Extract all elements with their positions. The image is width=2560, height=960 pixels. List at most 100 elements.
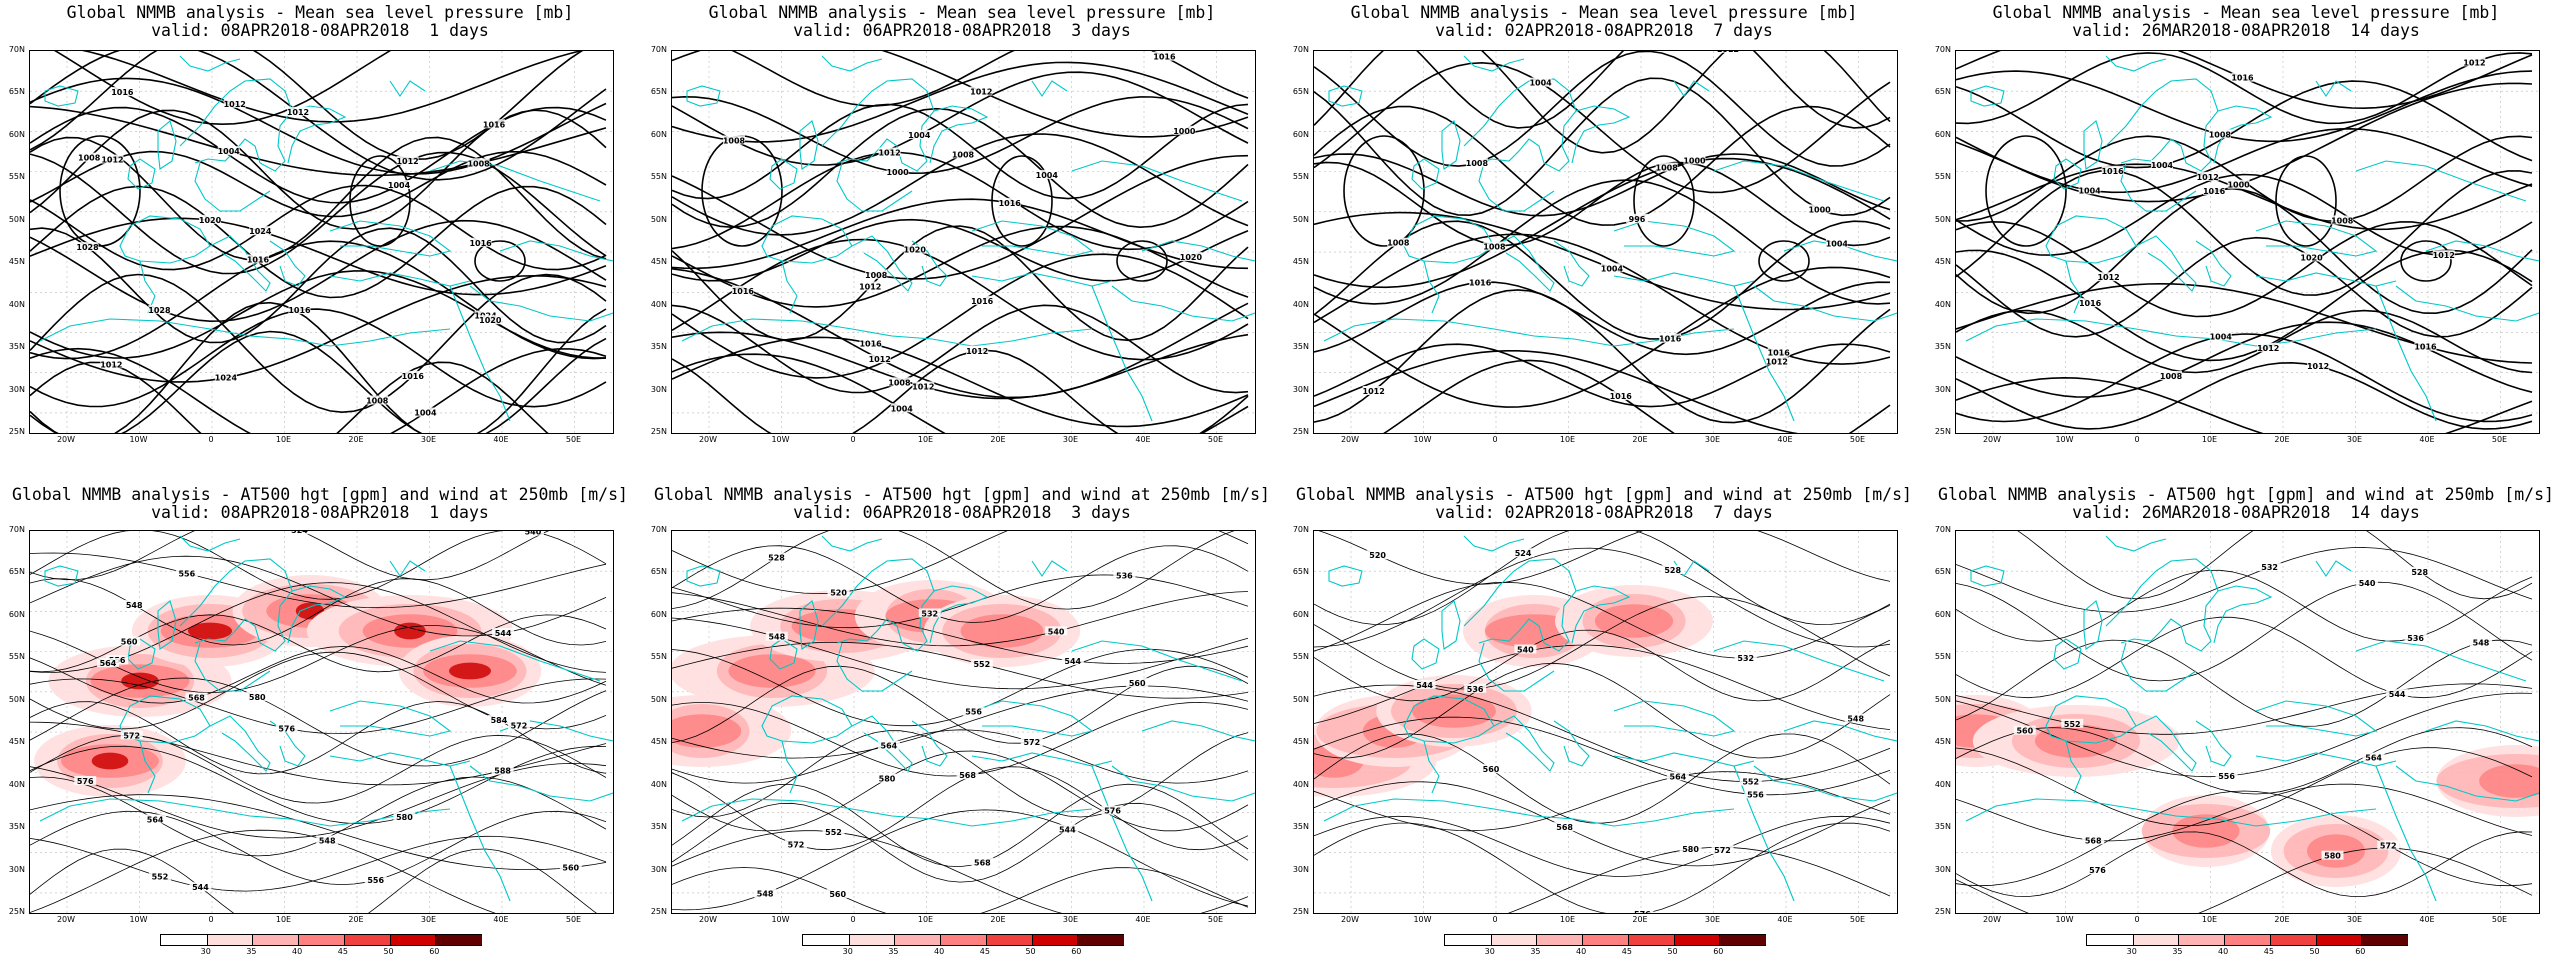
colorbar-swatch [848,935,896,945]
panel-valid-period: valid: 08APR2018-08APR2018 1 days [151,21,489,40]
longitude-tick-label: 30E [2346,915,2363,924]
contour-label: 1016 [1153,53,1176,62]
map-canvas: 520 524 528 532 536 540 544 548 552 556 560 564 568 5… [1314,531,1897,913]
latitude-tick-label: 70N [8,525,25,534]
latitude-tick-label: 55N [8,172,25,182]
contour-label: 1016 [247,256,270,265]
colorbar-swatch [161,935,207,945]
contour-label: 564 [2365,754,2382,763]
latitude-tick-label: 45N [1934,737,1951,747]
colorbar-swatch [2269,935,2317,945]
contour-label: 1024 [215,374,238,383]
contour-label: 536 [1467,685,1484,694]
contour-label: 568 [1556,823,1573,832]
contour-label: 572 [2380,841,2397,850]
colorbar-swatch [1719,935,1766,945]
colorbar-swatch [940,935,987,945]
map-canvas: 5245405565445485565605645685725765805845… [30,531,613,913]
longitude-tick-label: 20E [348,435,364,444]
contour-label: 552 [825,828,842,837]
latitude-tick-label: 25N [650,427,667,436]
coastlines [1323,535,1897,902]
longitude-tick-label: 20E [990,435,1006,444]
colorbar-swatch [298,935,345,945]
contour-label: 1020 [904,246,927,255]
latitude-tick-label: 45N [8,257,25,267]
longitude-tick-label: 10E [275,915,292,924]
colorbar-tick-label: 60 [1713,947,1724,956]
contour-label: 532 [2261,563,2278,572]
contour-label: 564 [147,815,164,824]
contour-label: 1028 [148,306,171,315]
longitude-tick-label: 50E [1207,435,1224,444]
contour-label: 1012 [1717,51,1739,54]
contour-label: 548 [126,601,143,610]
contour-label: 552 [973,660,990,669]
longitude-tick-label: 40E [2419,435,2435,444]
colorbar-tick-label: 50 [1667,947,1678,956]
contour-label: 1016 [2231,74,2254,83]
contour-label: 1020 [199,216,222,225]
panel-valid-period: valid: 02APR2018-08APR2018 7 days [1435,503,1773,522]
contours [1956,531,2533,913]
contour-label: 1004 [414,409,437,418]
longitude-tick-label: 20E [1632,435,1648,444]
colorbar-tick-label: 60 [1071,947,1082,956]
longitude-tick-label: 20W [1340,435,1360,444]
contour-label: 548 [319,836,336,845]
contour-label: 548 [1847,715,1864,724]
longitude-tick-label: 10W [2055,435,2074,444]
longitude-tick-label: 20E [1632,915,1648,924]
contour-label: 560 [2016,727,2033,736]
contour-label: 528 [768,554,785,563]
contour-label: 1012 [970,88,992,97]
latitude-tick-label: 55N [650,652,667,662]
latitude-tick-label: 70N [650,525,667,534]
wind-colorbar [160,934,482,946]
latitude-tick-label: 35N [650,342,667,352]
contour-label: 560 [562,863,579,872]
latitude-tick-label: 30N [8,384,25,394]
latitude-tick-label: 45N [650,257,667,267]
wind-colorbar [1444,934,1766,946]
longitude-tick-label: 0 [850,915,856,924]
longitude-tick-label: 50E [565,915,582,924]
longitude-tick-label: 10E [1559,435,1576,444]
contour-label: 1012 [100,360,122,369]
contour-label: 1016 [732,287,755,296]
panel-title: Global NMMB analysis - Mean sea level pr… [1350,3,1858,22]
contour-label: 544 [1064,657,1081,666]
latitude-tick-label: 35N [1292,342,1309,352]
colorbar-swatch [803,935,849,945]
contour-label: 1016 [2079,299,2102,308]
map-plot: 1016 1012 1008 1004 1000 1000 1004 1008 1012 1008… [671,50,1256,434]
longitude-tick-label: 50E [1849,435,1866,444]
panel-title: Global NMMB analysis - AT500 hgt [gpm] a… [1938,485,2554,504]
latitude-tick-label: 35N [1934,342,1951,352]
longitude-tick-label: 50E [1849,915,1866,924]
latitude-tick-label: 65N [1934,567,1951,577]
contour-labels: 1016101210081004100010001004100810121008… [723,51,1203,413]
longitude-tick-label: 40E [1135,915,1151,924]
latitude-tick-label: 30N [8,864,25,874]
latitude-tick-label: 25N [8,427,25,436]
colorbar-swatch [1627,935,1675,945]
contour-label: 528 [1664,566,1681,575]
contour-label: 1008 [467,159,490,168]
contour-label: 576 [1634,910,1651,913]
contour-label: 564 [100,659,117,668]
contour-label: 1020 [479,316,502,325]
contour-label: 548 [768,633,785,642]
contour-label: 1012 [912,383,934,392]
longitude-tick-label: 40E [1777,915,1793,924]
latitude-tick-label: 50N [1934,214,1951,224]
contour-label: 1004 [1601,264,1624,273]
contour-label: 1008 [1387,239,1410,248]
contour-label: 1012 [2197,173,2219,182]
contour-label: 544 [1059,825,1076,834]
wind-colorbar [802,934,1124,946]
longitude-tick-label: 10W [771,915,790,924]
contour-label: 524 [291,531,308,535]
contour-label: 564 [1670,772,1687,781]
